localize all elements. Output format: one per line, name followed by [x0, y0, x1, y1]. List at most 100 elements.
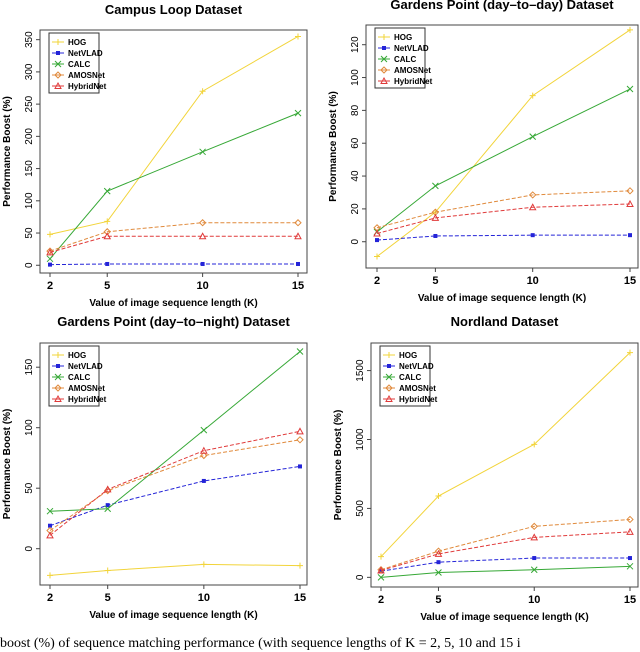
marker-x — [199, 148, 206, 156]
chart-panel: Gardens Point (day–to–night) Dataset 2 5 10… — [2, 314, 308, 621]
marker-triangle — [294, 232, 302, 240]
y-axis-label: Performance Boost (%) — [2, 409, 13, 520]
marker-diamond — [294, 219, 302, 227]
marker-plus — [627, 26, 633, 33]
legend-label: HybridNet — [399, 395, 438, 404]
marker-triangle — [431, 213, 440, 221]
y-tick-label: 60 — [350, 137, 361, 149]
y-tick-label: 20 — [350, 203, 361, 215]
y-tick-label: 100 — [350, 69, 361, 86]
marker-square — [387, 364, 391, 368]
marker-triangle — [373, 229, 381, 237]
marker-plus — [55, 352, 61, 358]
plot-frame — [370, 342, 639, 588]
marker-diamond — [103, 228, 111, 236]
marker-diamond — [626, 187, 634, 195]
series-line-amosnet — [376, 190, 631, 229]
chart-title: Gardens Point (day–to–day) Dataset — [390, 0, 614, 12]
chart-title: Gardens Point (day–to–night) Dataset — [57, 314, 290, 329]
marker-plus — [295, 33, 301, 40]
marker-square — [105, 261, 110, 266]
marker-square — [375, 238, 379, 243]
marker-diamond — [296, 436, 304, 444]
marker-square — [48, 523, 52, 528]
marker-x — [626, 85, 634, 93]
legend-label: HybridNet — [68, 395, 107, 404]
series-line-amosnet — [49, 222, 298, 252]
marker-triangle — [296, 427, 304, 435]
marker-triangle — [377, 566, 385, 574]
marker-plus — [627, 349, 633, 356]
series-line-hog — [49, 563, 301, 576]
legend-label: NetVLAD — [399, 362, 434, 371]
legend-label: NetVLAD — [68, 49, 103, 58]
marker-x — [435, 569, 442, 576]
series-line-calc — [49, 351, 301, 512]
y-axis-label: Performance Boost (%) — [328, 91, 339, 202]
marker-square — [56, 51, 60, 55]
legend-label: CALC — [394, 55, 416, 64]
chart-panel: Gardens Point (day–to–day) Dataset 2 5 10 15… — [328, 0, 639, 304]
y-tick-label: 0 — [24, 262, 35, 268]
marker-x — [432, 182, 439, 190]
marker-plus — [531, 441, 538, 448]
series-line-hybridnet — [49, 430, 301, 536]
marker-triangle — [528, 203, 537, 211]
x-axis-label: Value of image sequence length (K) — [89, 298, 257, 309]
x-tick-label: 15 — [624, 594, 636, 606]
series-line-calc — [380, 565, 631, 578]
x-tick-label: 5 — [105, 592, 111, 604]
series-line-hog — [380, 352, 631, 558]
marker-plus — [104, 218, 111, 225]
x-tick-label: 5 — [435, 594, 441, 606]
plot-frame — [39, 29, 308, 274]
marker-triangle — [103, 485, 112, 493]
legend: HOG NetVLAD CALC AMOSNet HybridNet — [48, 32, 107, 94]
marker-x — [103, 187, 111, 195]
chart-panel: Nordland Dataset 2 5 10 15 0 500 1000 1500 Value … — [333, 314, 639, 623]
series-line-calc — [376, 88, 631, 233]
marker-triangle — [434, 549, 443, 557]
marker-x — [46, 507, 54, 515]
marker-x — [385, 373, 393, 381]
legend: HOG NetVLAD CALC AMOSNet HybridNet — [48, 345, 107, 407]
y-tick-label: 100 — [24, 192, 35, 209]
x-tick-label: 10 — [198, 592, 210, 604]
figure-caption: boost (%) of sequence matching performan… — [0, 636, 521, 651]
marker-square — [530, 233, 535, 238]
series-line-hybridnet — [380, 531, 631, 571]
marker-triangle — [198, 232, 207, 240]
marker-x — [529, 133, 537, 141]
marker-triangle — [626, 199, 634, 207]
series-line-netvlad — [380, 557, 630, 572]
marker-square — [532, 556, 537, 561]
y-axis-label: Performance Boost (%) — [333, 410, 344, 521]
marker-square — [296, 261, 300, 266]
legend-label: HOG — [68, 38, 86, 47]
x-tick-label: 15 — [624, 275, 636, 287]
y-tick-label: 50 — [24, 482, 35, 494]
x-tick-label: 5 — [104, 280, 110, 292]
marker-square — [200, 261, 205, 266]
marker-plus — [386, 352, 392, 358]
marker-x — [294, 109, 302, 117]
y-tick-label: 1000 — [355, 428, 366, 451]
marker-plus — [297, 562, 303, 569]
y-tick-label: 0 — [350, 239, 361, 245]
marker-square — [48, 262, 52, 267]
legend-label: AMOSNet — [68, 384, 105, 393]
series-line-calc — [49, 112, 299, 260]
legend-label: CALC — [399, 373, 421, 382]
series-line-hybridnet — [376, 203, 631, 235]
y-tick-label: 1500 — [355, 359, 366, 382]
legend-label: AMOSNet — [399, 384, 436, 393]
marker-plus — [378, 553, 384, 560]
y-tick-label: 200 — [24, 128, 35, 145]
marker-triangle — [103, 232, 112, 240]
marker-diamond — [380, 66, 388, 74]
series-line-amosnet — [380, 518, 631, 571]
chart-title: Nordland Dataset — [451, 314, 559, 329]
series-line-netvlad — [376, 234, 630, 241]
legend: HOG NetVLAD CALC AMOSNet HybridNet — [379, 345, 438, 407]
y-tick-label: 80 — [350, 104, 361, 116]
